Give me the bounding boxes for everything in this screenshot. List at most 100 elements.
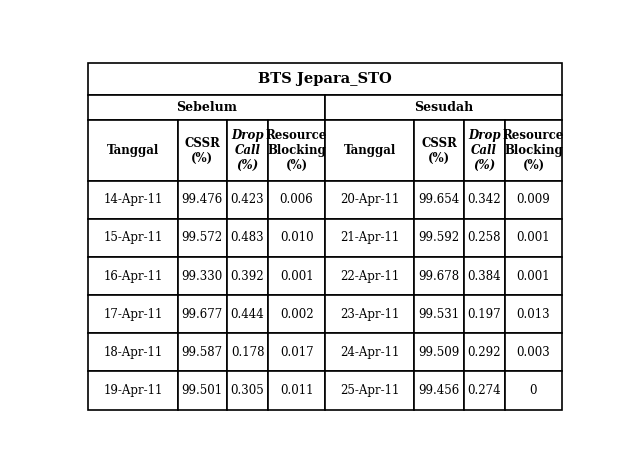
Text: CSSR
(%): CSSR (%): [421, 136, 457, 165]
Text: CSSR
(%): CSSR (%): [184, 136, 220, 165]
Bar: [268, 295, 325, 333]
Text: 0.006: 0.006: [280, 194, 313, 207]
Bar: [325, 257, 415, 295]
Text: Sebelum: Sebelum: [176, 101, 237, 114]
Bar: [227, 295, 268, 333]
Text: 19-Apr-11: 19-Apr-11: [103, 384, 162, 397]
Text: 0.423: 0.423: [231, 194, 264, 207]
Text: 22-Apr-11: 22-Apr-11: [340, 270, 399, 283]
Text: 99.654: 99.654: [418, 194, 460, 207]
Text: 0.001: 0.001: [517, 270, 550, 283]
Bar: [505, 333, 562, 371]
Bar: [325, 94, 562, 120]
Bar: [178, 181, 227, 219]
Bar: [268, 219, 325, 257]
Bar: [415, 257, 463, 295]
Text: Sesudah: Sesudah: [414, 101, 473, 114]
Text: Drop
Call
(%): Drop Call (%): [231, 129, 264, 172]
Text: 99.330: 99.330: [181, 270, 223, 283]
Text: 25-Apr-11: 25-Apr-11: [340, 384, 399, 397]
Text: 99.509: 99.509: [418, 346, 460, 359]
Text: Resource
Blocking
(%): Resource Blocking (%): [266, 129, 327, 172]
Text: 14-Apr-11: 14-Apr-11: [103, 194, 162, 207]
Text: 0.274: 0.274: [467, 384, 501, 397]
Text: 23-Apr-11: 23-Apr-11: [340, 308, 399, 321]
Text: 0.292: 0.292: [468, 346, 501, 359]
Text: 0.003: 0.003: [517, 346, 550, 359]
Text: Tanggal: Tanggal: [344, 144, 396, 157]
Text: 0.017: 0.017: [280, 346, 313, 359]
Bar: [227, 333, 268, 371]
Bar: [88, 181, 178, 219]
Bar: [227, 219, 268, 257]
Text: 0.342: 0.342: [467, 194, 501, 207]
Bar: [463, 257, 505, 295]
Text: 18-Apr-11: 18-Apr-11: [103, 346, 162, 359]
Bar: [505, 257, 562, 295]
Text: 0.197: 0.197: [467, 308, 501, 321]
Bar: [88, 120, 178, 181]
Text: 24-Apr-11: 24-Apr-11: [340, 346, 399, 359]
Text: 99.531: 99.531: [418, 308, 460, 321]
Bar: [415, 219, 463, 257]
Bar: [463, 371, 505, 410]
Text: 0.013: 0.013: [517, 308, 550, 321]
Bar: [325, 219, 415, 257]
Text: 99.476: 99.476: [181, 194, 223, 207]
Text: 16-Apr-11: 16-Apr-11: [103, 270, 162, 283]
Bar: [88, 257, 178, 295]
Bar: [227, 371, 268, 410]
Text: 0.010: 0.010: [280, 231, 313, 244]
Text: 0.001: 0.001: [517, 231, 550, 244]
Bar: [88, 219, 178, 257]
Text: 0.178: 0.178: [231, 346, 264, 359]
Bar: [415, 371, 463, 410]
Text: 15-Apr-11: 15-Apr-11: [103, 231, 162, 244]
Text: 0.002: 0.002: [280, 308, 313, 321]
Text: 17-Apr-11: 17-Apr-11: [103, 308, 162, 321]
Text: 99.678: 99.678: [418, 270, 460, 283]
Bar: [88, 333, 178, 371]
Text: 99.572: 99.572: [181, 231, 223, 244]
Text: 99.456: 99.456: [418, 384, 460, 397]
Text: 99.501: 99.501: [181, 384, 223, 397]
Bar: [325, 333, 415, 371]
Bar: [415, 295, 463, 333]
Text: 0: 0: [529, 384, 537, 397]
Bar: [88, 371, 178, 410]
Bar: [505, 219, 562, 257]
Text: 20-Apr-11: 20-Apr-11: [340, 194, 399, 207]
Text: 0.009: 0.009: [517, 194, 550, 207]
Bar: [325, 295, 415, 333]
Bar: [178, 219, 227, 257]
Bar: [505, 120, 562, 181]
Bar: [463, 219, 505, 257]
Text: 99.592: 99.592: [418, 231, 460, 244]
Bar: [268, 371, 325, 410]
Bar: [505, 371, 562, 410]
Text: Drop
Call
(%): Drop Call (%): [468, 129, 501, 172]
Bar: [415, 120, 463, 181]
Bar: [463, 295, 505, 333]
Text: 99.677: 99.677: [181, 308, 223, 321]
Bar: [268, 257, 325, 295]
Bar: [325, 120, 415, 181]
Bar: [325, 371, 415, 410]
Text: Resource
Blocking
(%): Resource Blocking (%): [503, 129, 564, 172]
Bar: [227, 181, 268, 219]
Text: 99.587: 99.587: [181, 346, 223, 359]
Text: 0.011: 0.011: [280, 384, 313, 397]
Bar: [268, 181, 325, 219]
Bar: [463, 181, 505, 219]
Bar: [227, 257, 268, 295]
Text: 0.001: 0.001: [280, 270, 313, 283]
Bar: [227, 120, 268, 181]
Text: 0.384: 0.384: [467, 270, 501, 283]
Bar: [325, 181, 415, 219]
Bar: [178, 257, 227, 295]
Bar: [415, 333, 463, 371]
Text: 0.444: 0.444: [231, 308, 264, 321]
Text: 0.305: 0.305: [231, 384, 264, 397]
Text: 0.483: 0.483: [231, 231, 264, 244]
Text: 0.258: 0.258: [468, 231, 501, 244]
